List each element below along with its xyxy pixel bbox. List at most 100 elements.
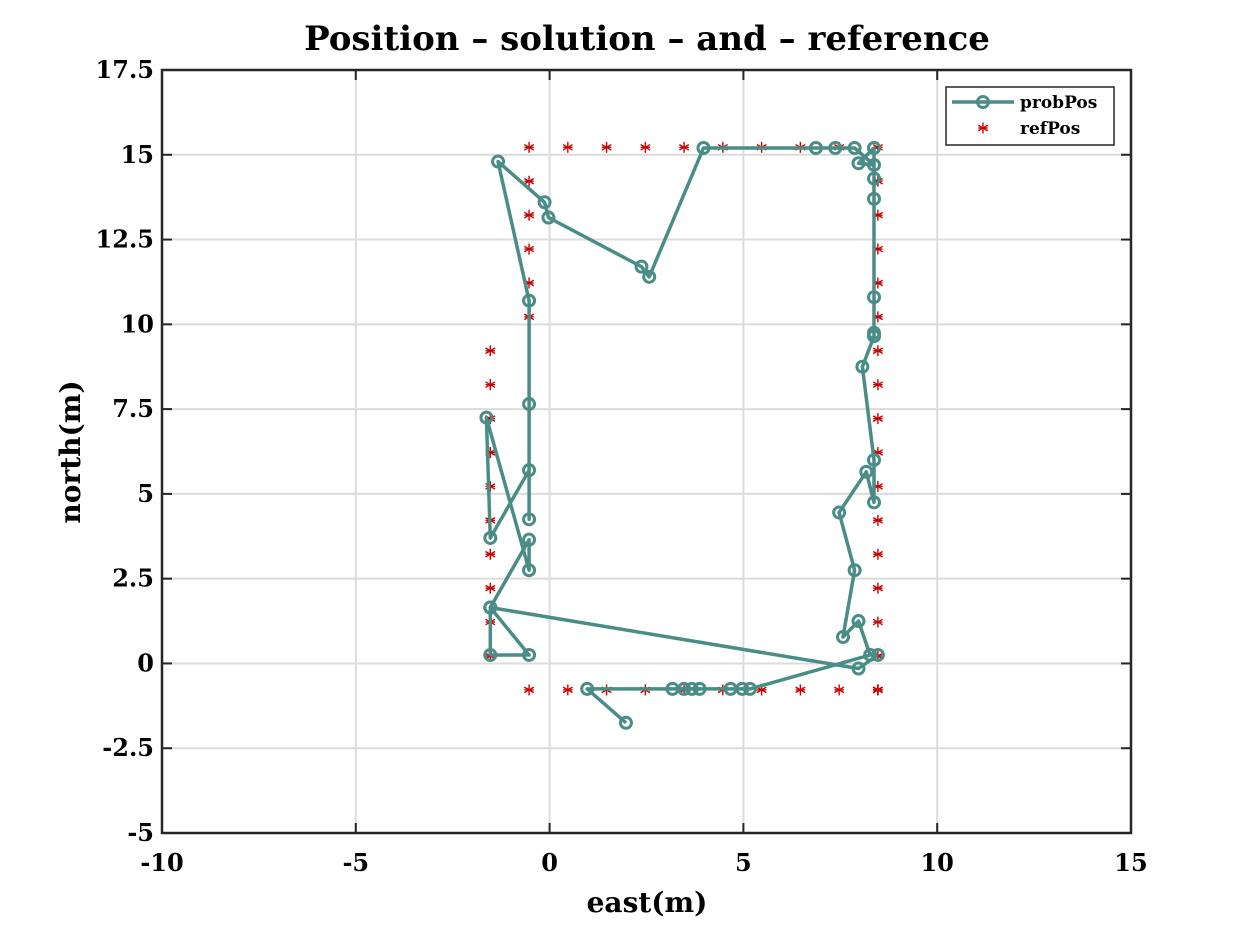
refPos-point xyxy=(834,684,845,696)
refPos-point xyxy=(872,413,884,425)
probPos-point xyxy=(847,140,862,155)
refPos-point xyxy=(872,684,884,696)
y-tick-label: 2.5 xyxy=(112,564,154,593)
probPos-point xyxy=(847,563,862,578)
probPos-point xyxy=(808,140,823,155)
y-tick-label: 7.5 xyxy=(112,394,154,423)
refPos-point xyxy=(872,345,884,357)
probPos-point xyxy=(742,681,757,696)
probPos-point xyxy=(522,463,537,478)
probPos-point xyxy=(522,532,537,547)
refPos-point xyxy=(872,379,884,391)
probPos-point xyxy=(851,156,866,171)
x-tick-label: -5 xyxy=(342,848,369,877)
y-tick-label: 10 xyxy=(121,309,154,338)
probPos-point xyxy=(832,505,847,520)
probPos-point xyxy=(828,140,843,155)
probPos-point xyxy=(735,681,750,696)
probPos-point xyxy=(541,210,556,225)
probPos-point xyxy=(479,410,494,425)
probPos-point xyxy=(692,681,707,696)
refPos-point xyxy=(485,345,496,357)
y-tick-label: 15 xyxy=(121,140,154,169)
refPos-point xyxy=(678,141,690,153)
probPos-point xyxy=(867,325,882,340)
probPos-point xyxy=(867,290,882,305)
refPos-point xyxy=(601,141,612,153)
refPos-point xyxy=(795,684,806,696)
probPos-point xyxy=(483,647,498,662)
refPos-point xyxy=(523,141,535,153)
probPos-point xyxy=(863,647,878,662)
probPos-point xyxy=(522,647,537,662)
probPos-point xyxy=(483,530,498,545)
axes-box xyxy=(160,68,1133,835)
y-axis-label: north(m) xyxy=(54,380,87,523)
legend-box xyxy=(945,86,1115,146)
refPos-point xyxy=(485,548,496,560)
refPos-point xyxy=(485,379,496,391)
probPos-point xyxy=(851,614,866,629)
refPos-point xyxy=(872,616,884,628)
probPos-point xyxy=(867,452,882,467)
x-tick-label: 0 xyxy=(541,848,558,877)
y-tick-label: 12.5 xyxy=(96,225,154,254)
probPos-point xyxy=(859,464,874,479)
probPos-point xyxy=(491,154,506,169)
probPos-point xyxy=(522,512,537,527)
legend: probPos refPos xyxy=(945,86,1115,146)
probPos-point xyxy=(867,140,882,155)
probPos-point xyxy=(677,681,692,696)
chart-title: Position – solution – and – reference xyxy=(304,19,990,59)
x-tick-label: 15 xyxy=(1114,848,1147,877)
refPos-point xyxy=(872,582,884,594)
legend-refPos-star xyxy=(977,122,989,134)
legend-probPos-label: probPos xyxy=(1020,93,1097,113)
x-tick-label: 10 xyxy=(920,848,953,877)
y-tick-label: 17.5 xyxy=(96,55,154,84)
x-tick-label: 5 xyxy=(735,848,752,877)
probPos-point xyxy=(634,259,649,274)
probPos-point xyxy=(867,495,882,510)
probPos-point xyxy=(684,681,699,696)
probPos-point xyxy=(537,195,552,210)
refPos-point xyxy=(523,209,535,221)
refPos-point xyxy=(872,548,884,560)
probPos-point xyxy=(836,629,851,644)
probPos-point xyxy=(867,191,882,206)
probPos-point xyxy=(696,140,711,155)
x-tick-label: -10 xyxy=(140,848,183,877)
probPos-point xyxy=(618,715,633,730)
probPos-point xyxy=(870,647,885,662)
y-tick-label: 5 xyxy=(137,479,154,508)
probPos-point xyxy=(642,269,657,284)
refPos-point xyxy=(562,141,573,153)
probPos-line xyxy=(484,146,879,725)
x-axis-label: east(m) xyxy=(587,886,708,919)
probPos-point xyxy=(522,563,537,578)
probPos-point xyxy=(483,600,498,615)
probPos-point xyxy=(522,397,537,412)
plot-area xyxy=(479,140,885,730)
y-tick-label: 0 xyxy=(137,648,154,677)
probPos-point xyxy=(851,661,866,676)
refPos-point xyxy=(523,243,535,255)
y-tick-label: -5 xyxy=(127,818,154,847)
grid xyxy=(162,70,1131,833)
refPos-point xyxy=(872,514,884,526)
probPos-point xyxy=(855,359,870,374)
refPos-point xyxy=(485,582,496,594)
refPos-point xyxy=(640,141,651,153)
legend-refPos-marker xyxy=(977,122,989,134)
legend-refPos-label: refPos xyxy=(1020,119,1080,139)
probPos-point xyxy=(867,171,882,186)
y-tick-label: -2.5 xyxy=(102,733,154,762)
refPos-point xyxy=(523,175,535,187)
probPos-point xyxy=(580,681,595,696)
legend-probPos-marker xyxy=(976,95,990,109)
probPos-point xyxy=(522,293,537,308)
refPos-point xyxy=(523,684,535,696)
refPos-point xyxy=(562,684,573,696)
